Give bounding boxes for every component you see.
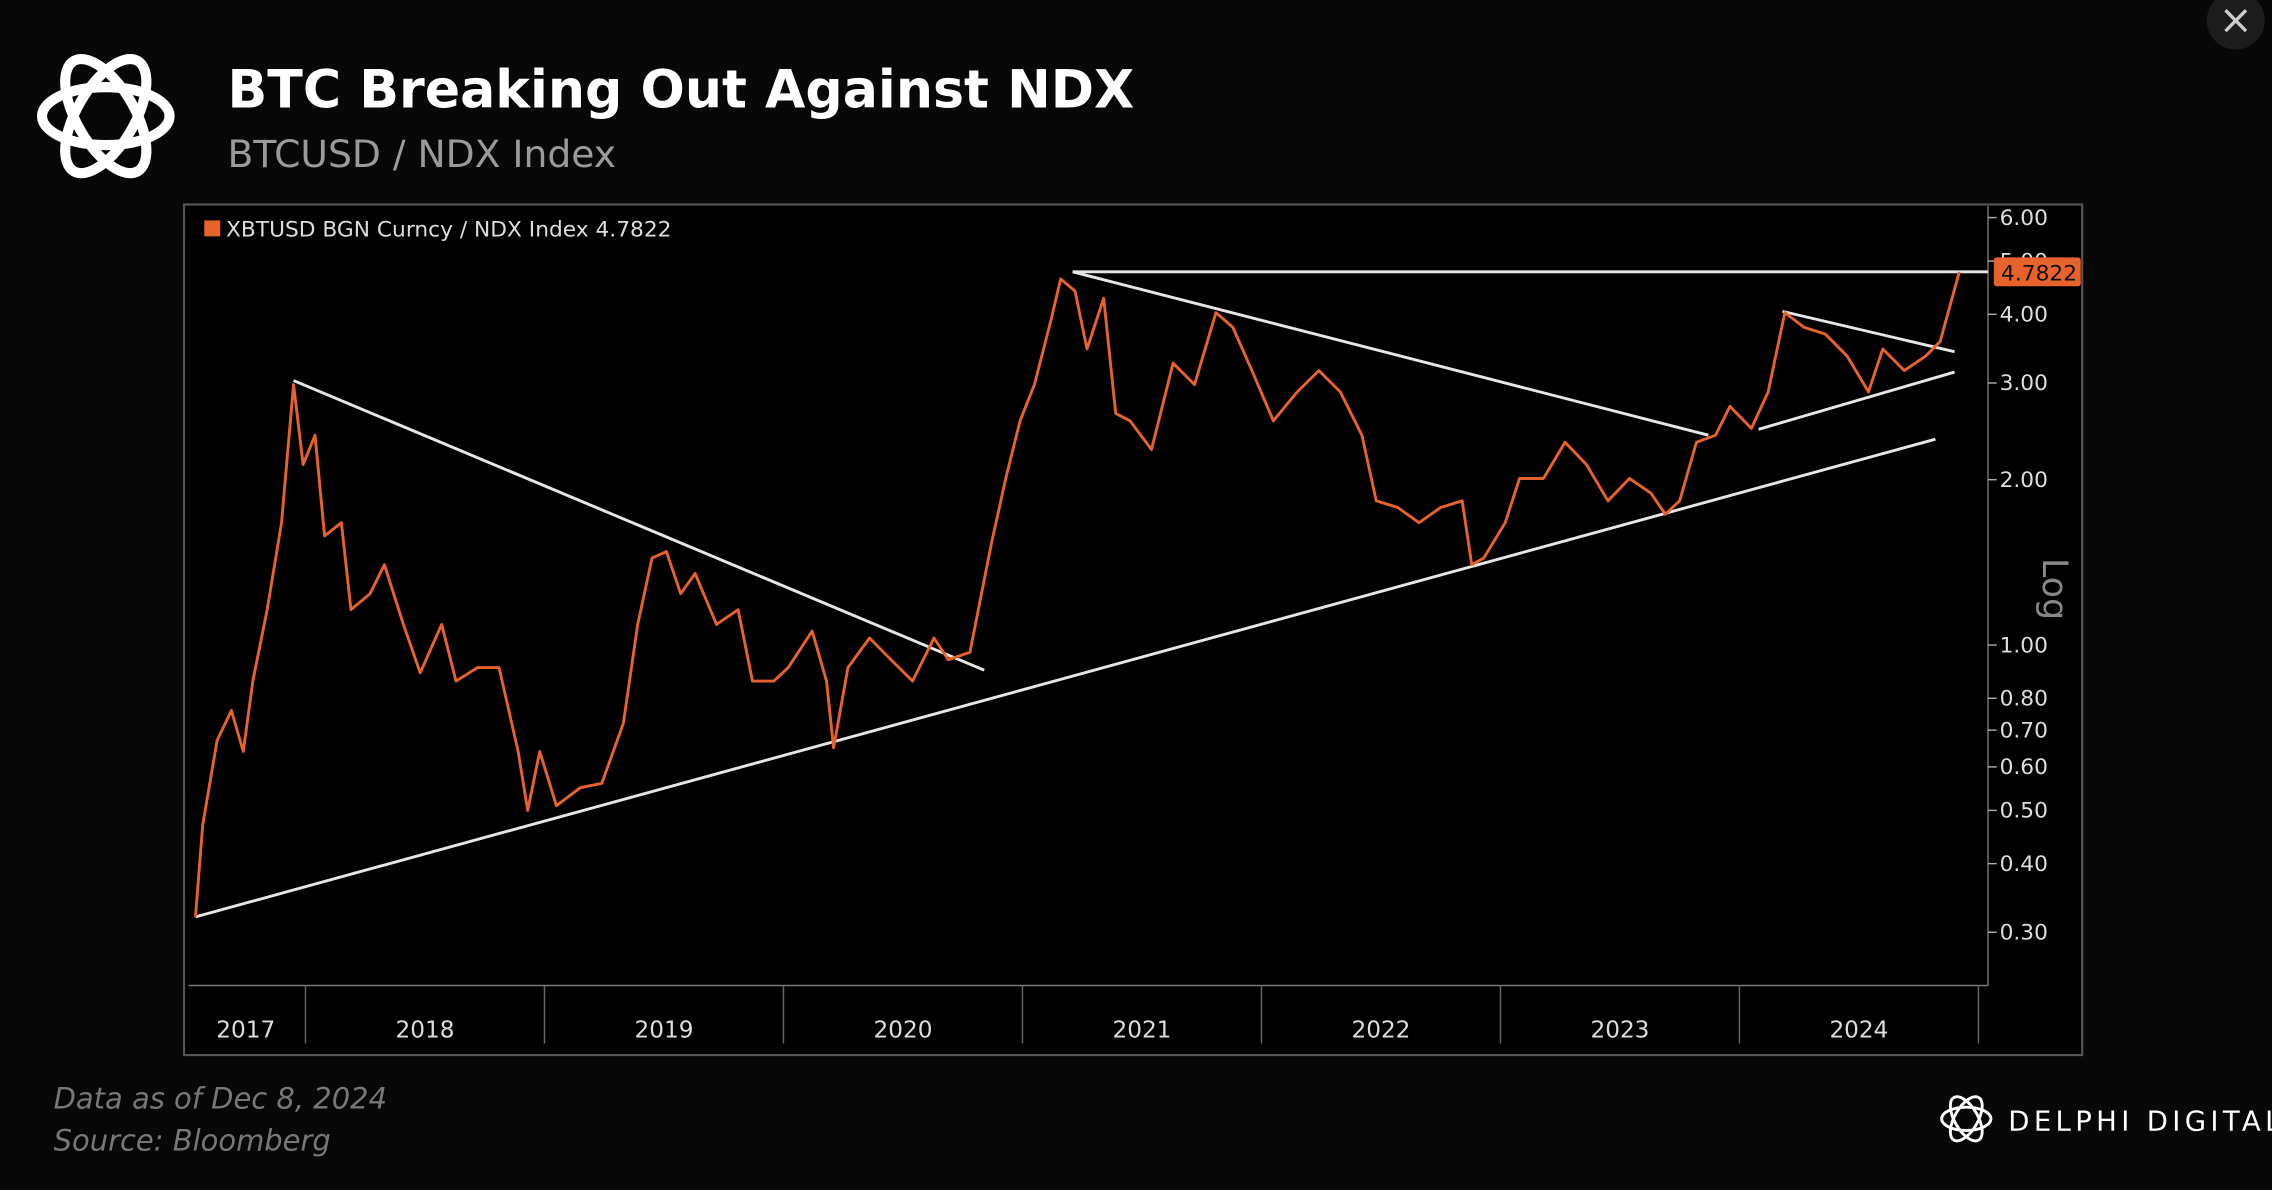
y-tick-label: 0.70 (2000, 718, 2048, 743)
last-value-label: 4.7822 (2001, 262, 2077, 287)
price-line (194, 271, 1961, 917)
legend-swatch (204, 220, 221, 237)
y-tick-label: 0.50 (2000, 799, 2048, 824)
logo (36, 53, 175, 179)
brand-logo (1940, 1095, 1993, 1143)
trendline (195, 437, 1936, 919)
close-icon[interactable]: × (2219, 0, 2253, 44)
legend-label: XBTUSD BGN Curncy / NDX Index 4.7822 (226, 217, 671, 242)
close-button[interactable]: × (2206, 0, 2265, 50)
trendline (1782, 309, 1955, 354)
x-tick-label: 2018 (395, 1017, 454, 1044)
y-tick-label: 0.60 (2000, 755, 2048, 780)
brand: DELPHI DIGITAL (2008, 1105, 2272, 1137)
x-tick-label: 2024 (1829, 1017, 1888, 1044)
footnote: Data as of Dec 8, 2024 (54, 1082, 387, 1116)
y-tick-label: 0.30 (2000, 921, 2048, 946)
y-tick-label: 1.00 (2000, 633, 2048, 658)
x-tick-label: 2017 (216, 1017, 275, 1044)
subtitle: BTCUSD / NDX Index (227, 132, 616, 176)
trendline (1072, 270, 1709, 437)
log-label: Log (2034, 558, 2074, 620)
y-tick-label: 0.40 (2000, 852, 2048, 877)
x-tick-label: 2020 (873, 1017, 932, 1044)
close-bg[interactable] (2206, 0, 2265, 50)
y-tick-label: 3.00 (2000, 371, 2048, 396)
x-tick-label: 2021 (1112, 1017, 1171, 1044)
source: Source: Bloomberg (54, 1124, 331, 1158)
x-tick-label: 2023 (1590, 1017, 1649, 1044)
trendline (292, 379, 985, 672)
chart-frame (182, 203, 2084, 1057)
y-tick-label: 4.00 (2000, 303, 2048, 328)
x-tick-label: 2019 (634, 1017, 693, 1044)
y-tick-label: 0.80 (2000, 687, 2048, 712)
trendline (1758, 370, 1955, 431)
x-tick-label: 2022 (1351, 1017, 1410, 1044)
title: BTC Breaking Out Against NDX (227, 60, 1134, 120)
last-value-box (1993, 257, 2081, 287)
plot (194, 270, 1988, 919)
y-tick-label: 6.00 (2000, 206, 2048, 231)
y-tick-label: 2.00 (2000, 468, 2048, 493)
